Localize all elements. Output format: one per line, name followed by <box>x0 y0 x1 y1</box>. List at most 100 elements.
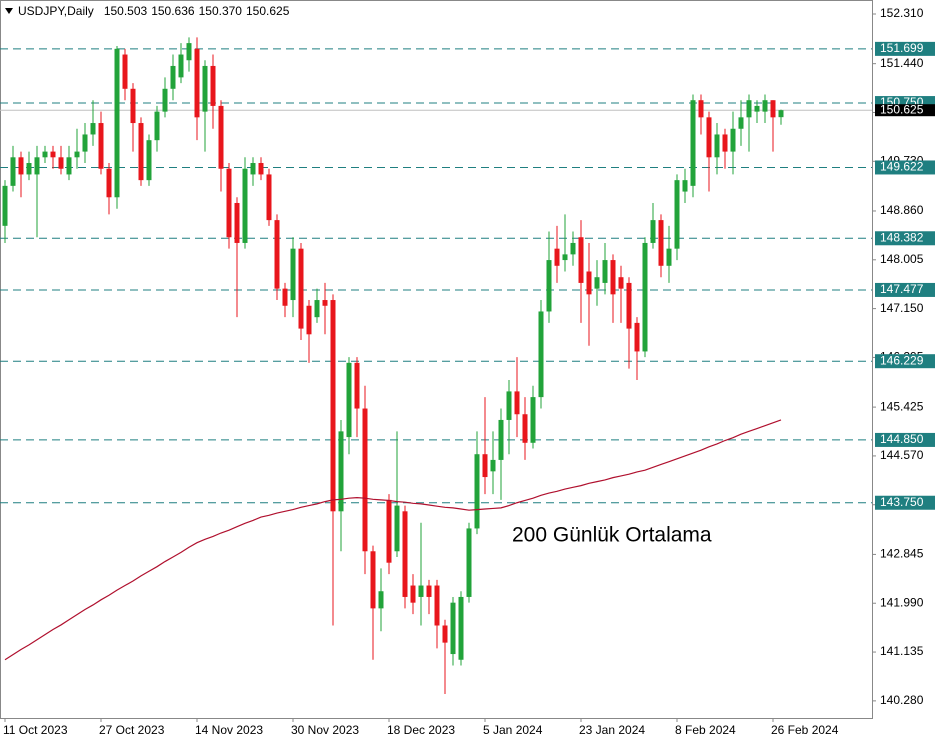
y-tick-label: 145.425 <box>880 399 924 413</box>
candle-body <box>122 54 128 89</box>
candle-body <box>98 123 104 169</box>
y-tick-label: 142.845 <box>880 547 924 561</box>
level-label-box <box>875 282 935 297</box>
candle-body <box>490 459 496 472</box>
candle-body <box>458 596 464 660</box>
candle-body <box>18 157 24 175</box>
candle-body <box>762 100 768 112</box>
candle-body <box>34 157 40 175</box>
header-arrow <box>5 8 13 14</box>
candle-body <box>218 105 224 169</box>
candle-body <box>146 140 152 181</box>
y-tick-label: 140.280 <box>880 693 924 707</box>
candle-body <box>66 157 72 175</box>
y-tick-label: 141.135 <box>880 644 924 658</box>
x-tick-label: 26 Feb 2024 <box>771 723 839 737</box>
level-label-box <box>875 231 935 246</box>
header-value: 150.370 <box>199 4 243 18</box>
candle-body <box>50 151 56 158</box>
candle-body <box>58 157 64 169</box>
candle-body <box>258 163 264 175</box>
candle-body <box>754 105 760 112</box>
candle-body <box>698 100 704 118</box>
candle-body <box>346 362 352 438</box>
candle-body <box>266 174 272 221</box>
header-value: 150.636 <box>151 4 195 18</box>
candle-body <box>282 288 288 306</box>
candle-body <box>434 585 440 626</box>
current-price-box <box>875 104 935 117</box>
candle-body <box>226 168 232 238</box>
candle-body <box>138 123 144 181</box>
header-value: 150.625 <box>246 4 290 18</box>
candle-body <box>634 322 640 352</box>
annotation: 200 Günlük Ortalama <box>512 524 712 547</box>
candle-body <box>10 157 16 186</box>
level-label-box <box>875 41 935 56</box>
candle-body <box>106 168 112 198</box>
candle-body <box>114 48 120 198</box>
candle-body <box>162 88 168 112</box>
candle-body <box>298 248 304 329</box>
x-tick-label: 18 Dec 2023 <box>387 723 455 737</box>
candle-body <box>186 43 192 61</box>
candle-body <box>410 585 416 603</box>
candle-body <box>274 220 280 289</box>
candle-body <box>178 54 184 78</box>
candle-body <box>514 391 520 415</box>
level-label-box <box>875 354 935 369</box>
candle-body <box>26 163 32 175</box>
candle-body <box>554 248 560 266</box>
candle-body <box>370 551 376 609</box>
x-tick-label: 23 Jan 2024 <box>579 723 645 737</box>
x-tick-label: 11 Oct 2023 <box>3 723 68 737</box>
header-value: 150.503 <box>104 4 148 18</box>
candle-body <box>338 431 344 512</box>
candle-body <box>466 528 472 597</box>
candle-body <box>442 625 448 643</box>
current-price-label: 150.625 <box>880 102 924 116</box>
candle-body <box>546 260 552 312</box>
level-label-box <box>875 495 935 510</box>
candle-body <box>618 277 624 289</box>
candle-body <box>746 100 752 118</box>
candle-body <box>202 65 208 112</box>
x-tick-label: 8 Feb 2024 <box>675 723 736 737</box>
candle-body <box>394 505 400 552</box>
y-tick-label: 147.150 <box>880 301 924 315</box>
plot-marks <box>0 37 872 695</box>
candle-body <box>674 180 680 249</box>
candle-body <box>658 220 664 266</box>
candle-body <box>474 454 480 529</box>
candle-body <box>2 185 8 226</box>
level-label-box <box>875 432 935 447</box>
candle-body <box>242 168 248 243</box>
candle-body <box>570 242 576 255</box>
candle-body <box>602 260 608 283</box>
candle-body <box>690 100 696 186</box>
y-tick-label: 144.570 <box>880 448 924 462</box>
y-tick-label: 151.440 <box>880 56 924 70</box>
candle-body <box>530 397 536 443</box>
candle-body <box>210 65 216 106</box>
candle-body <box>538 311 544 398</box>
candle-body <box>706 117 712 158</box>
header-symbol: USDJPY,Daily <box>18 4 94 18</box>
candle-body <box>610 260 616 295</box>
candle-body <box>378 591 384 609</box>
candle-body <box>714 134 720 158</box>
level-label: 147.477 <box>880 282 924 296</box>
candle-body <box>290 248 296 301</box>
candle-body <box>626 282 632 329</box>
candle-body <box>402 511 408 597</box>
candle-body <box>234 202 240 243</box>
candle-body <box>170 65 176 89</box>
candle-body <box>418 585 424 597</box>
y-tick-label: 148.005 <box>880 252 924 266</box>
candle-body <box>314 300 320 318</box>
candle-body <box>250 163 256 175</box>
candle-body <box>74 151 80 158</box>
candle-body <box>666 248 672 266</box>
candle-body <box>650 220 656 243</box>
